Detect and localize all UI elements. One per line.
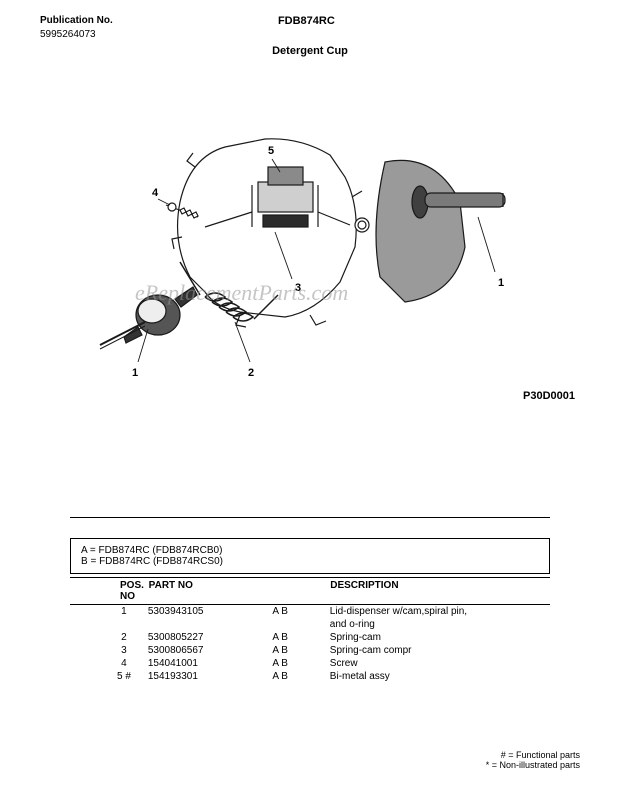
- callout-3: 3: [295, 282, 301, 294]
- model-list-box: A = FDB874RC (FDB874RCB0) B = FDB874RC (…: [70, 538, 550, 574]
- callout-2: 2: [248, 367, 254, 379]
- cell-pos: 2: [70, 632, 148, 643]
- table-row: 35300806567A BSpring-cam compr: [70, 644, 550, 657]
- separator: [70, 517, 550, 518]
- th-pos: POS. NO: [70, 580, 149, 602]
- cell-ab: [272, 619, 329, 630]
- parts-table: POS. NO PART NO DESCRIPTION 15303943105A…: [70, 577, 550, 683]
- cell-desc: and o-ring: [330, 619, 550, 630]
- table-row: 5 #154193301A BBi-metal assy: [70, 670, 550, 683]
- cell-part: 5303943105: [148, 606, 272, 617]
- pub-number: 5995264073: [40, 29, 580, 40]
- cell-ab: A B: [272, 645, 329, 656]
- legend-nonillustrated: * = Non-illustrated parts: [486, 760, 580, 770]
- cell-pos: 1: [70, 606, 148, 617]
- th-part: PART NO: [149, 580, 273, 602]
- header: Publication No. FDB874RC: [40, 15, 580, 27]
- cell-pos: 3: [70, 645, 148, 656]
- cell-ab: A B: [272, 632, 329, 643]
- cell-desc: Bi-metal assy: [330, 671, 550, 682]
- cell-ab: A B: [272, 606, 329, 617]
- model-b: B = FDB874RC (FDB874RCS0): [81, 556, 539, 567]
- diagram-svg: [40, 67, 580, 397]
- callout-4: 4: [152, 187, 158, 199]
- table-row: 4154041001A BScrew: [70, 657, 550, 670]
- page: Publication No. FDB874RC 5995264073 Dete…: [0, 0, 620, 698]
- cell-desc: Spring-cam compr: [330, 645, 550, 656]
- callout-1b: 1: [498, 277, 504, 289]
- exploded-diagram: 1 2 3 4 5 1: [40, 67, 580, 397]
- model-no: FDB874RC: [278, 15, 335, 27]
- cell-pos: [70, 619, 148, 630]
- cell-part: 154041001: [148, 658, 272, 669]
- pub-label: Publication No.: [40, 15, 113, 27]
- cell-desc: Screw: [330, 658, 550, 669]
- cell-pos: 5 #: [70, 671, 148, 682]
- cell-ab: A B: [272, 658, 329, 669]
- table-row: 15303943105A BLid-dispenser w/cam,spiral…: [70, 605, 550, 618]
- subtitle: Detergent Cup: [40, 45, 580, 57]
- cell-desc: Lid-dispenser w/cam,spiral pin,: [330, 606, 550, 617]
- callout-5: 5: [268, 145, 274, 157]
- table-row: and o-ring: [70, 618, 550, 631]
- cell-part: 5300805227: [148, 632, 272, 643]
- callout-1a: 1: [132, 367, 138, 379]
- diagram-code: P30D0001: [523, 390, 575, 402]
- th-desc: DESCRIPTION: [330, 580, 550, 602]
- cell-ab: A B: [272, 671, 329, 682]
- table-body: 15303943105A BLid-dispenser w/cam,spiral…: [70, 605, 550, 683]
- legend-functional: # = Functional parts: [486, 750, 580, 760]
- cell-part: [148, 619, 272, 630]
- table-row: 25300805227A BSpring-cam: [70, 631, 550, 644]
- cell-desc: Spring-cam: [330, 632, 550, 643]
- legend: # = Functional parts * = Non-illustrated…: [486, 750, 580, 770]
- table-header: POS. NO PART NO DESCRIPTION: [70, 577, 550, 605]
- cell-part: 154193301: [148, 671, 272, 682]
- cell-pos: 4: [70, 658, 148, 669]
- cell-part: 5300806567: [148, 645, 272, 656]
- model-a: A = FDB874RC (FDB874RCB0): [81, 545, 539, 556]
